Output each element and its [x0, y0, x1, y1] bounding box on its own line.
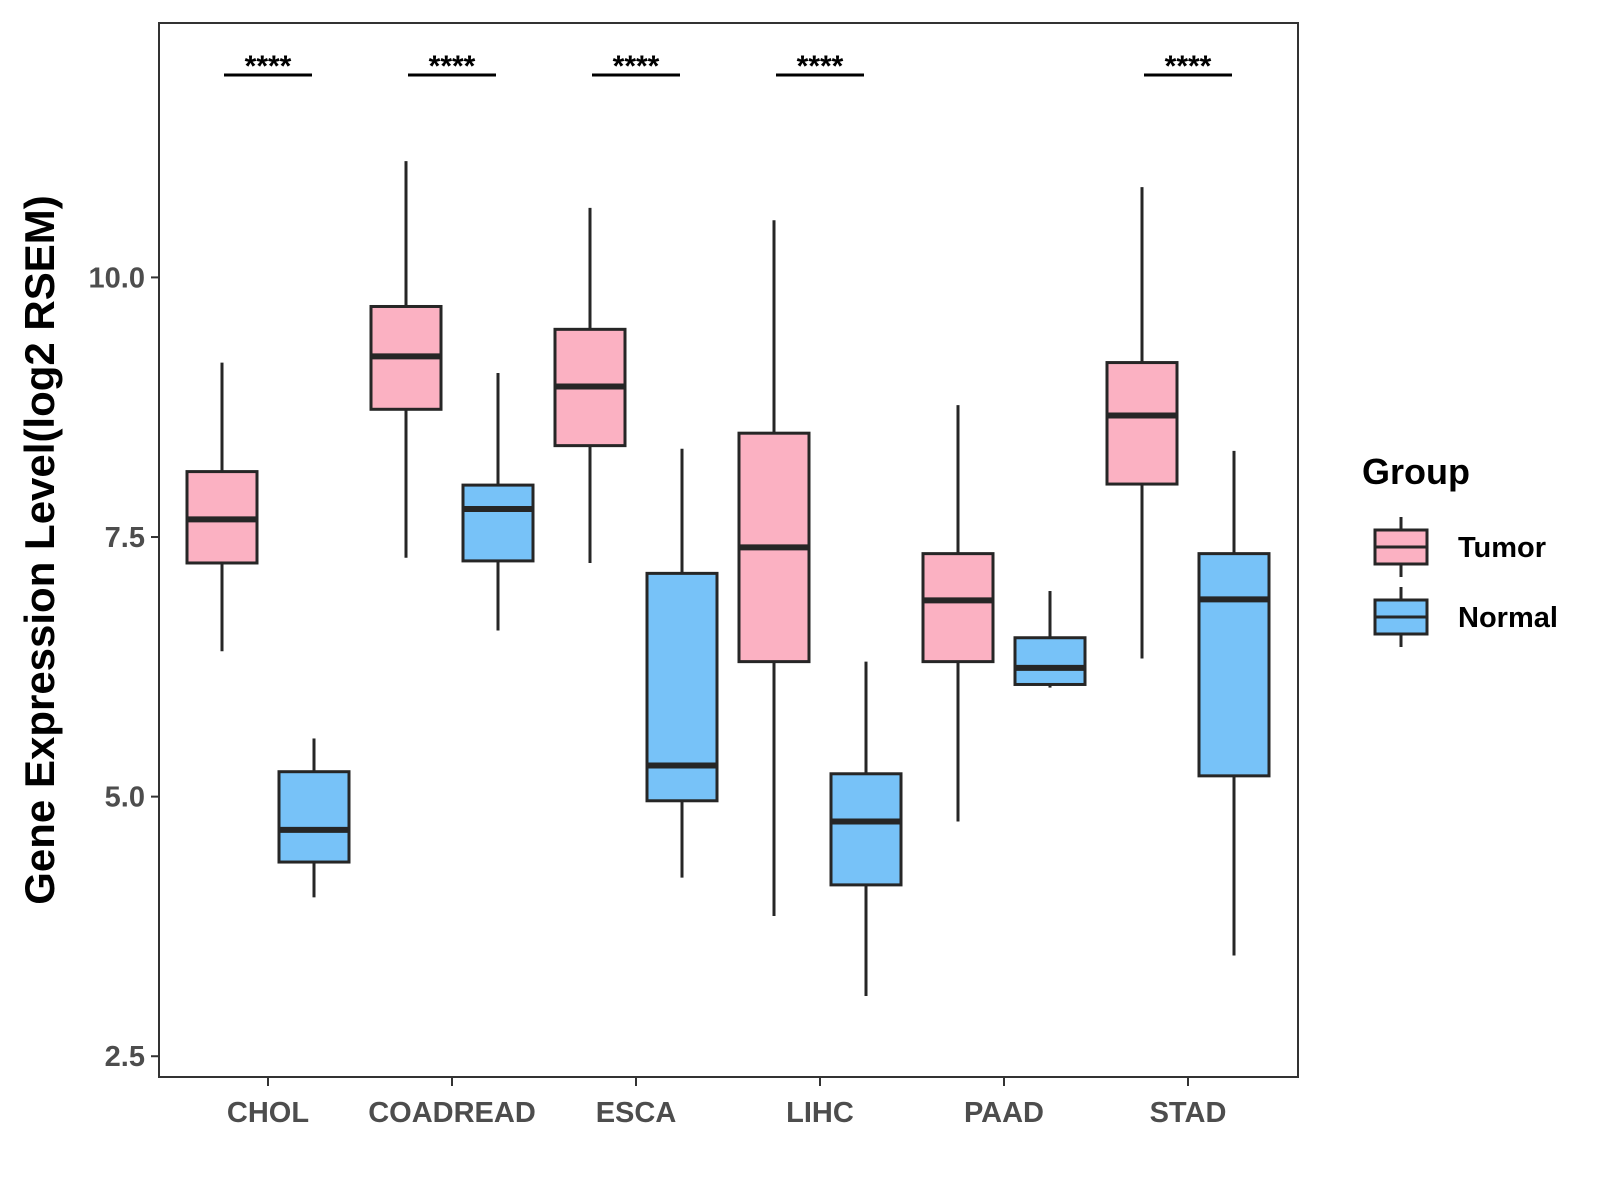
legend-title: Group [1362, 451, 1470, 492]
legend-key-tumor [1373, 517, 1429, 577]
box-tumor-lihc [737, 220, 811, 917]
boxes-layer [185, 161, 1271, 997]
legend-label-normal: Normal [1458, 602, 1558, 634]
box-tumor-esca [553, 207, 627, 563]
box-normal-chol [277, 738, 351, 898]
significance-label: **** [1165, 50, 1212, 83]
y-tick-label: 10.0 [89, 262, 145, 294]
significance-label: **** [429, 50, 476, 83]
legend-label-tumor: Tumor [1458, 532, 1546, 564]
box-body [829, 772, 903, 887]
significance-annotations: **** **** **** **** **** [224, 50, 1232, 83]
box-tumor-coadread [369, 161, 443, 558]
legend: Group Tumor Normal [1362, 451, 1558, 647]
box-body [921, 552, 995, 664]
box-tumor-chol [185, 362, 259, 652]
significance-label: **** [613, 50, 660, 83]
box-normal-coadread [461, 372, 535, 631]
y-tick-label: 2.5 [105, 1041, 145, 1073]
x-tick-label: LIHC [786, 1097, 854, 1129]
y-tick-label: 7.5 [105, 522, 145, 554]
box-body [1105, 361, 1179, 486]
box-normal-stad [1197, 450, 1271, 956]
y-tick-label: 5.0 [105, 782, 145, 814]
x-tick-label: ESCA [596, 1097, 677, 1129]
significance-label: **** [245, 50, 292, 83]
box-normal-paad [1013, 591, 1087, 688]
box-body [461, 483, 535, 563]
box-body [1197, 552, 1271, 778]
x-axis: CHOL COADREAD ESCA LIHC PAAD STAD [227, 1077, 1226, 1129]
box-normal-esca [645, 448, 719, 878]
box-tumor-paad [921, 405, 995, 822]
x-tick-label: CHOL [227, 1097, 309, 1129]
plot-panel [158, 22, 1299, 1078]
significance-label: **** [797, 50, 844, 83]
y-axis: 2.5 5.0 7.5 10.0 [89, 262, 159, 1073]
x-tick-label: COADREAD [368, 1097, 536, 1129]
x-tick-label: STAD [1150, 1097, 1227, 1129]
y-axis-title: Gene Expression Level(log2 RSEM) [16, 195, 63, 905]
box-body [277, 770, 351, 864]
legend-key-normal [1373, 587, 1429, 647]
box-body [1013, 636, 1087, 686]
x-tick-label: PAAD [964, 1097, 1044, 1129]
box-normal-lihc [829, 661, 903, 997]
box-tumor-stad [1105, 187, 1179, 659]
